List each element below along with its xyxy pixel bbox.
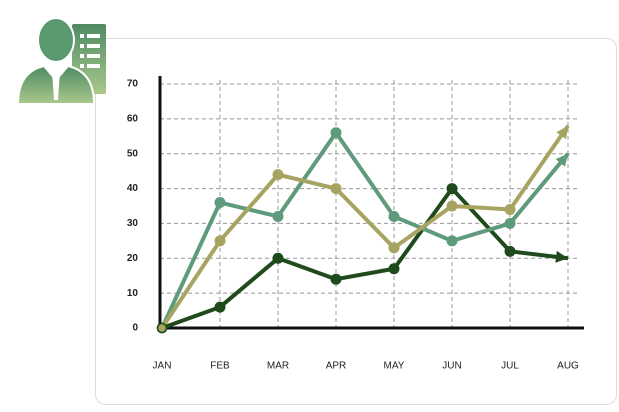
x-tick-label: MAR xyxy=(267,361,289,372)
y-tick-label: 20 xyxy=(127,253,139,264)
y-tick-label: 0 xyxy=(132,323,138,334)
point xyxy=(446,235,458,247)
point xyxy=(214,235,226,247)
point xyxy=(214,197,226,209)
point xyxy=(504,203,516,215)
x-tick-label: JAN xyxy=(153,361,172,372)
x-tick-label: MAY xyxy=(384,361,405,372)
series-line xyxy=(160,124,570,330)
y-tick-label: 50 xyxy=(127,148,139,159)
point xyxy=(272,252,284,264)
point xyxy=(388,242,400,254)
point xyxy=(504,245,516,257)
arrow-head xyxy=(555,250,568,263)
point xyxy=(446,200,458,212)
point xyxy=(504,217,516,229)
y-tick-label: 70 xyxy=(127,79,139,90)
series-line xyxy=(161,186,569,330)
point xyxy=(272,169,284,181)
point xyxy=(388,263,400,275)
arrow-head xyxy=(556,125,568,140)
x-tick-label: FEB xyxy=(210,361,230,372)
point xyxy=(388,210,400,222)
y-tick-label: 60 xyxy=(127,113,139,124)
x-tick-label: JUL xyxy=(501,361,519,372)
point xyxy=(330,183,342,195)
point xyxy=(272,210,284,222)
y-tick-label: 10 xyxy=(127,288,139,299)
point xyxy=(330,127,342,139)
person-icon xyxy=(16,17,106,105)
point xyxy=(156,322,168,334)
arrow-head xyxy=(555,153,568,167)
series-line xyxy=(160,130,570,329)
point xyxy=(214,301,226,313)
x-tick-label: JUN xyxy=(442,361,461,372)
point xyxy=(330,273,342,285)
x-tick-label: AUG xyxy=(557,361,579,372)
point xyxy=(446,183,458,195)
card xyxy=(95,38,617,405)
x-tick-label: APR xyxy=(326,361,347,372)
y-tick-label: 30 xyxy=(127,218,139,229)
y-tick-label: 40 xyxy=(127,183,139,194)
